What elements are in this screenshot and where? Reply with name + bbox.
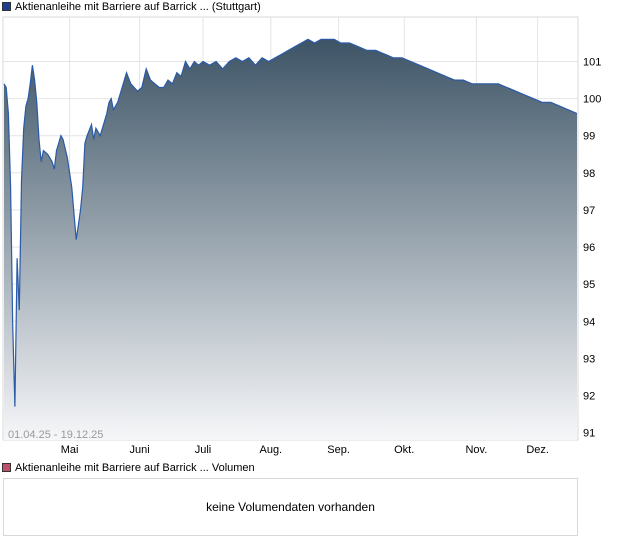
x-tick-label: Sep.	[327, 444, 350, 456]
x-tick-label: Mai	[61, 444, 79, 456]
price-legend-swatch	[2, 2, 11, 11]
y-tick-label: 97	[583, 205, 595, 217]
y-tick-label: 99	[583, 131, 595, 143]
price-chart: 91 92 93 94 95 96 97 98 99 100 101 Mai Juni Juli Aug.…	[2, 16, 601, 456]
price-area	[4, 39, 577, 441]
y-tick-label: 93	[583, 353, 595, 365]
x-tick-label: Juni	[130, 444, 150, 456]
x-tick-label: Dez.	[526, 444, 549, 456]
price-line	[3, 38, 578, 407]
y-tick-label: 96	[583, 242, 595, 254]
price-legend-label: Aktienanleihe mit Barriere auf Barrick .…	[15, 1, 261, 13]
volume-legend-label: Aktienanleihe mit Barriere auf Barrick .…	[15, 462, 255, 474]
y-tick-label: 98	[583, 168, 595, 180]
y-tick-label: 101	[583, 57, 601, 69]
x-axis-ticks: Mai Juni Juli Aug. Sep. Okt. Nov. Dez.	[61, 444, 549, 456]
y-tick-label: 95	[583, 279, 595, 291]
volume-panel: keine Volumendaten vorhanden	[3, 478, 578, 536]
y-tick-label: 94	[583, 316, 595, 328]
x-tick-label: Nov.	[465, 444, 487, 456]
y-tick-label: 92	[583, 390, 595, 402]
y-tick-label: 91	[583, 428, 595, 440]
date-range-label: 01.04.25 - 19.12.25	[8, 429, 103, 441]
volume-empty-message: keine Volumendaten vorhanden	[206, 500, 375, 514]
x-tick-label: Juli	[195, 444, 212, 456]
price-legend: Aktienanleihe mit Barriere auf Barrick .…	[2, 0, 261, 14]
x-tick-label: Aug.	[259, 444, 282, 456]
y-axis-ticks: 91 92 93 94 95 96 97 98 99 100 101	[583, 57, 601, 440]
y-tick-label: 100	[583, 94, 601, 106]
volume-legend: Aktienanleihe mit Barriere auf Barrick .…	[2, 461, 255, 475]
volume-legend-swatch	[2, 463, 11, 472]
x-tick-label: Okt.	[394, 444, 414, 456]
